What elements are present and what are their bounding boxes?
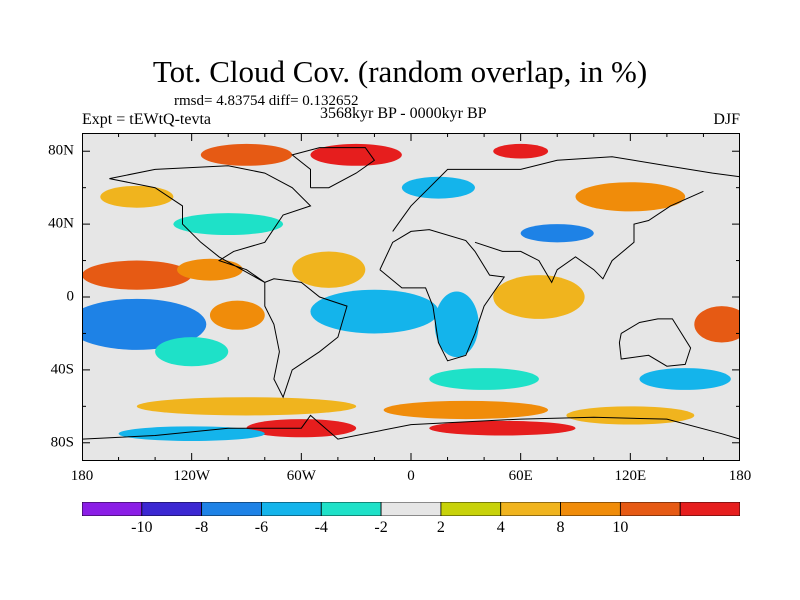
lat-label: 0 (66, 288, 75, 305)
colorbar-swatch (679, 502, 740, 516)
coastline (474, 190, 704, 284)
anomaly-region (383, 400, 549, 420)
coastline (82, 414, 740, 440)
colorbar-swatch (619, 502, 681, 516)
anomaly-region (177, 258, 243, 281)
anomaly-region (310, 289, 439, 334)
colorbar-swatch (380, 502, 442, 516)
colorbar-label: -4 (314, 519, 328, 536)
anomaly-region (155, 337, 229, 367)
colorbar-swatch (440, 502, 502, 516)
anomaly-region (200, 143, 293, 166)
colorbar-swatch (82, 502, 143, 516)
anomaly-region (429, 420, 576, 436)
anomaly-region (310, 143, 402, 166)
coastline (379, 229, 506, 362)
anomaly-region (292, 251, 366, 288)
experiment-label: Expt = tEWtQ-tevta (82, 111, 211, 128)
colorbar (82, 502, 740, 516)
lat-label: 40S (50, 361, 74, 378)
coastline (392, 156, 740, 232)
anomaly-region (493, 275, 585, 319)
lon-label: 60E (508, 468, 533, 484)
lon-label: 180 (70, 468, 94, 484)
anomaly-region (136, 397, 357, 416)
colorbar-label: 10 (612, 519, 629, 536)
colorbar-label: -10 (131, 519, 153, 536)
lat-label: 80S (50, 434, 74, 451)
colorbar-swatch (141, 502, 203, 516)
lon-label: 120W (173, 468, 210, 484)
colorbar-label: 8 (556, 519, 565, 536)
colorbar-label: -2 (374, 519, 388, 536)
lon-label: 180 (728, 468, 752, 484)
coastline (291, 147, 376, 189)
lon-label: 0 (407, 468, 415, 484)
coastline (264, 278, 348, 399)
season-label: DJF (713, 111, 740, 128)
anomaly-region (575, 182, 686, 212)
lon-label: 120E (614, 468, 647, 484)
anomaly-region (82, 260, 192, 290)
colorbar-label: -6 (254, 519, 269, 536)
lon-label: 60W (286, 468, 316, 484)
anomaly-region (118, 426, 265, 441)
anomaly-region (493, 143, 549, 159)
anomaly-region (82, 298, 207, 350)
anomaly-region (209, 300, 265, 330)
coastline (109, 165, 312, 283)
colorbar-label: 2 (436, 519, 445, 536)
anomaly-region (694, 306, 740, 343)
colorbar-swatch (320, 502, 382, 516)
anomaly-region (434, 291, 479, 358)
lat-label: 80N (48, 142, 74, 159)
anomaly-region (401, 176, 475, 199)
stats-label: rmsd= 4.83754 diff= 0.132652 (174, 93, 359, 109)
anomaly-region (566, 406, 695, 425)
colorbar-swatch (500, 502, 561, 516)
colorbar-swatch (560, 502, 621, 516)
anomaly-region (429, 368, 539, 390)
coastline (618, 318, 692, 367)
lat-label: 40N (48, 215, 74, 232)
anomaly-region (639, 368, 731, 390)
colorbar-swatch (261, 502, 322, 516)
anomaly-region (520, 224, 594, 243)
colorbar-label: 4 (496, 519, 505, 536)
period-label: 3568kyr BP - 0000kyr BP (320, 105, 487, 122)
map-title: Tot. Cloud Cov. (random overlap, in %) (152, 54, 648, 89)
colorbar-swatch (201, 502, 262, 516)
anomaly-region (100, 185, 174, 208)
anomaly-region (173, 213, 284, 236)
cloud-cover-map (82, 133, 740, 461)
colorbar-label: -8 (194, 519, 209, 536)
